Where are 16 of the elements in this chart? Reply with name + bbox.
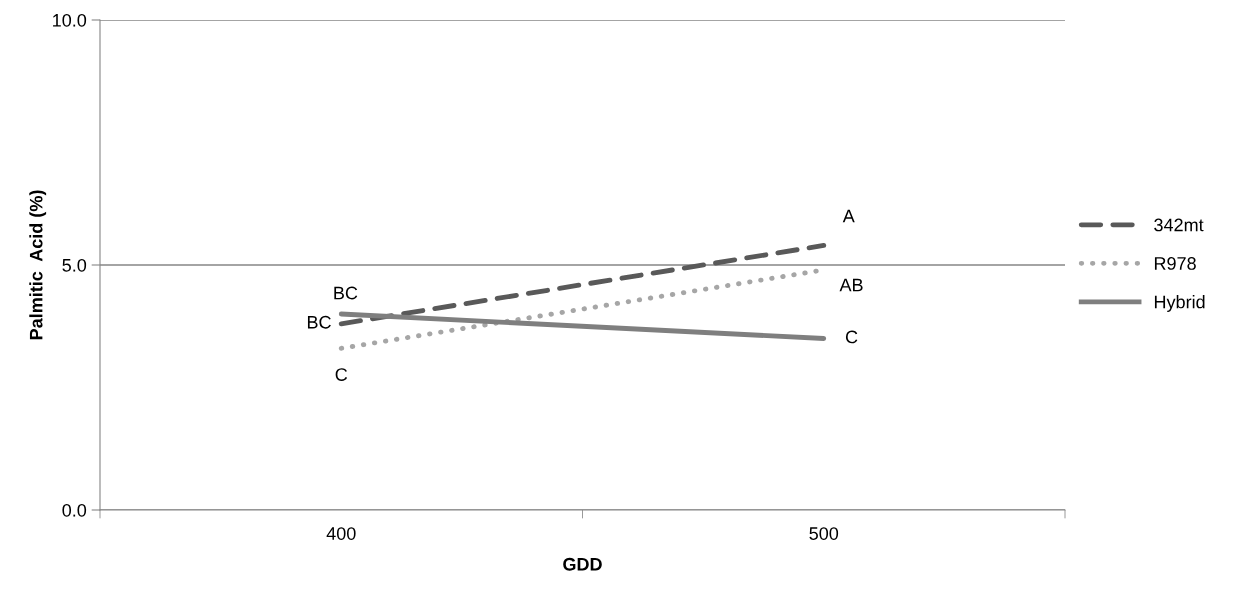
y-tick-label: 0.0 [62, 503, 87, 517]
annotation: C [845, 330, 858, 344]
x-axis-title: GDD [563, 557, 602, 571]
y-tick-label: 5.0 [62, 258, 87, 272]
annotation: C [335, 368, 348, 381]
legend-label: 342mt [1154, 218, 1204, 232]
annotation: AB [839, 278, 863, 292]
x-tick-label: 500 [809, 527, 839, 540]
legend-label: R978 [1154, 257, 1196, 270]
annotation: BC [307, 315, 331, 329]
y-tick-label: 10.0 [53, 13, 87, 27]
legend-label: Hybrid [1154, 295, 1205, 312]
annotation: BC [334, 286, 358, 300]
annotation: A [842, 209, 855, 223]
x-tick-label: 400 [326, 527, 356, 540]
y-axis-title: Palmitic Acid (%) [29, 190, 47, 340]
